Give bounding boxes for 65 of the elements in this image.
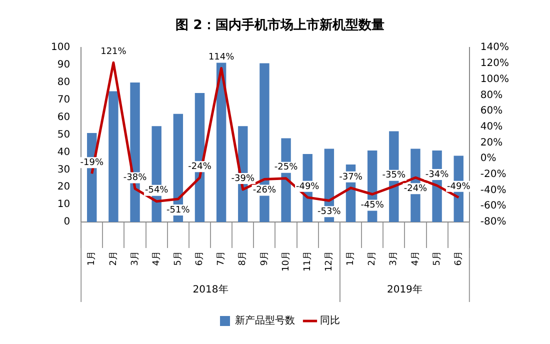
data-label: -51% [166, 205, 190, 216]
y2-tick-label: -60% [480, 200, 506, 212]
x-tick-label: 7月 [216, 251, 227, 266]
x-tick-label: 1月 [346, 251, 356, 266]
y-tick-label: 40 [57, 146, 70, 158]
y2-tick-label: -80% [480, 216, 506, 228]
text: 2018年 [192, 284, 228, 296]
x-tick-label: 12月 [324, 251, 335, 272]
data-label: -49% [446, 182, 471, 192]
y-tick-label: 20 [57, 182, 70, 193]
y-tick-label: 90 [57, 60, 70, 71]
bar [108, 91, 118, 222]
data-label: -38% [123, 173, 148, 184]
data-label: -53% [318, 206, 342, 217]
chart-title: 图 2：国内手机市场上市新机型数量 [176, 17, 384, 34]
x-tick-label: 10月 [281, 251, 292, 272]
x-tick-label: 2月 [108, 251, 119, 266]
y2-tick-label: 20% [480, 137, 503, 148]
x-tick-label: 6月 [454, 251, 464, 266]
legend-label: 新产品型号数 [235, 314, 295, 327]
x-tick-label: 6月 [195, 251, 206, 266]
data-label: -19% [80, 158, 104, 168]
y-tick-label: 100 [50, 42, 70, 54]
x-tick-label: 3月 [130, 251, 140, 266]
x-tick-label: 8月 [238, 251, 248, 266]
x-tick-label: 4月 [410, 251, 421, 266]
y-tick-label: 0 [64, 216, 70, 228]
data-label: -24% [188, 162, 212, 172]
y2-tick-label: 100% [480, 74, 510, 85]
x-tick-label: 2月 [368, 251, 378, 266]
x-tick-label: 5月 [432, 251, 442, 266]
y2-tick-label: 120% [480, 58, 510, 70]
y-tick-label: 70 [57, 94, 70, 106]
text: 2019年 [386, 284, 422, 296]
y-tick-label: 30 [57, 164, 70, 176]
x-tick-label: 1月 [87, 251, 98, 266]
y2-tick-label: 60% [480, 106, 503, 117]
data-label: -35% [382, 170, 406, 181]
data-label: -24% [404, 184, 428, 194]
y-tick-label: 10 [57, 199, 70, 210]
y2-tick-label: -20% [480, 169, 506, 180]
y-tick-label: 80 [57, 77, 70, 88]
data-label: -49% [296, 182, 320, 192]
data-label: -45% [360, 200, 384, 211]
x-tick-label: 3月 [389, 251, 400, 266]
data-label: 121% [100, 47, 127, 58]
y2-tick-label: 0% [480, 153, 496, 164]
data-label: -37% [339, 172, 363, 182]
y2-tick-label: 40% [480, 121, 503, 132]
y2-tick-label: 140% [480, 42, 510, 54]
data-label: -26% [252, 186, 277, 196]
x-tick-label: 4月 [152, 251, 162, 266]
y-tick-label: 60 [57, 112, 70, 123]
x-tick-label: 11月 [302, 251, 313, 272]
y2-tick-label: -40% [480, 184, 506, 196]
y2-tick-label: 80% [480, 90, 503, 101]
legend-label: 同比 [320, 314, 340, 327]
data-label: -39% [231, 174, 255, 184]
data-label: 114% [208, 52, 235, 63]
data-label: -34% [425, 170, 450, 180]
x-tick-label: 9月 [260, 251, 270, 266]
data-label: -54% [144, 186, 169, 196]
y-tick-label: 50 [57, 129, 70, 140]
x-tick-label: 5月 [174, 251, 184, 266]
data-label: -25% [274, 162, 298, 173]
